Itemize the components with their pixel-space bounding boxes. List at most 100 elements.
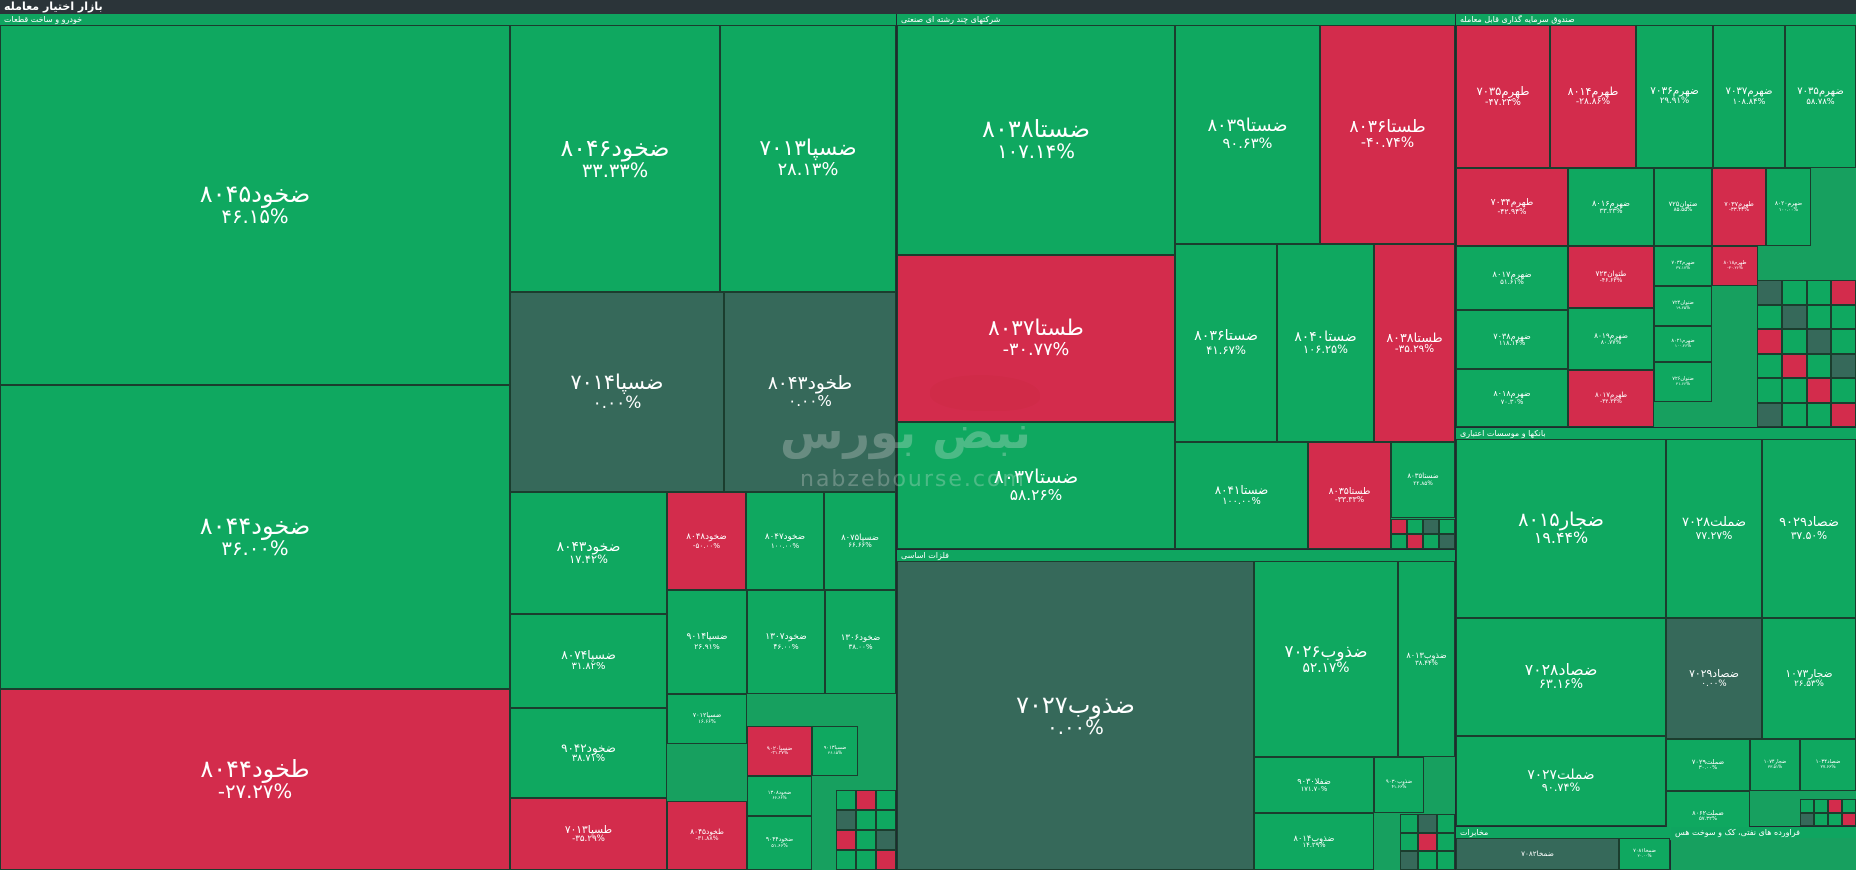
treemap-tile[interactable]: ضتوان۷۲۵ ۸۵.۵۵% <box>1654 168 1712 246</box>
treemap-tile[interactable]: ضهرم۷۰۳۷ ۱۰۸.۸۴% <box>1713 25 1785 168</box>
treemap-tile[interactable]: ضذوب۸۰۱۴ ۱۴.۲۹% <box>1254 813 1374 870</box>
treemap-tile[interactable]: ضخود۹۰۴۲ ۳۸.۷۱% <box>510 708 667 798</box>
treemap-tile[interactable]: طهرم۷۰۳۷ -۳۳.۳۳% <box>1712 168 1766 246</box>
treemap-tile[interactable]: طستا۸۰۳۶ -۴۰.۷۴% <box>1320 25 1455 244</box>
treemap-tile[interactable]: ضستا۸۰۳۹ ۹۰.۶۳% <box>1175 25 1320 244</box>
treemap-tile[interactable]: ضسپا۸۰۷۴ ۳۱.۸۲% <box>510 614 667 708</box>
treemap-tile[interactable]: ضهرم۸۰۱۸ ۷۰.۳۰% <box>1456 369 1568 427</box>
treemap-tile[interactable]: ضستا۸۰۳۷ ۵۸.۲۶% <box>897 422 1175 549</box>
treemap-tile[interactable]: ضسپا۷۰۱۳ ۲۸.۱۳% <box>720 25 896 292</box>
treemap-tile[interactable]: ضستا۸۰۴۰ ۱۰۶.۲۵% <box>1277 244 1374 442</box>
tile-symbol: ضخود۱۳۰۷ <box>765 632 807 643</box>
treemap-tile[interactable]: ضخود۹۰۴۴ ۵۱.۶۶% <box>747 816 812 870</box>
tile-symbol: ضصاد۱۰۳۴ <box>1815 758 1841 765</box>
treemap-tile[interactable]: ضفلا۹۰۳۰ ۱۷۱.۷۰% <box>1254 757 1374 813</box>
treemap-tile[interactable]: ضملت۷۰۲۸ ۷۷.۲۷% <box>1666 439 1762 618</box>
small-tile <box>1831 402 1856 427</box>
tile-symbol: ضملت۷۰۲۷ <box>1527 766 1595 783</box>
treemap-tile[interactable]: طستا۸۰۳۵ -۳۳.۳۳% <box>1308 442 1391 549</box>
treemap-tile[interactable]: ضسپا۹۰۲۰ -۲۱.۲۷% <box>747 726 812 776</box>
tile-change: ۶۶.۶۶% <box>848 540 872 549</box>
treemap-tile[interactable]: ضستا۸۰۴۱ ۱۰۰.۰۰% <box>1175 442 1308 549</box>
tile-symbol: ضملت۷۰۲۹ <box>1691 757 1725 766</box>
tile-change: ۷۰.۳۰% <box>1500 397 1524 406</box>
small-tile <box>1828 799 1842 813</box>
treemap-tile[interactable]: ضستا۸۰۳۸ ۱۰۷.۱۴% <box>897 25 1175 255</box>
treemap-tile[interactable]: ضهرم۸۰۲۱ ۱۰۰.۲۶% <box>1654 326 1712 362</box>
treemap-tile[interactable]: ضصاد۹۰۲۹ ۳۷.۵۰% <box>1762 439 1856 618</box>
treemap-tile[interactable]: ضخود۸۰۴۴ ۳۶.۰۰% <box>0 385 510 689</box>
treemap-tile[interactable]: ضهرم۷۰۳۵ ۵۸.۷۸% <box>1785 25 1856 168</box>
treemap-tile[interactable]: ضستا۸۰۳۶ ۴۱.۶۷% <box>1175 244 1277 442</box>
treemap-tile[interactable]: ضخود۸۰۴۷ ۱۰۰.۰۰% <box>746 492 824 590</box>
treemap-tile[interactable]: ضهرم۷۰۳۴ ۳۷.۱۷% <box>1654 246 1712 286</box>
treemap-tile[interactable]: ضصاد۱۰۳۴ ۲۷.۶۶% <box>1800 739 1856 791</box>
treemap-tile[interactable]: ضسپا۷۰۱۴ ۰.۰۰% <box>510 292 724 492</box>
treemap-tile[interactable]: ضخود۸۰۴۳ ۱۷.۴۲% <box>510 492 667 614</box>
tile-change: ۳۳.۳۳% <box>581 158 649 182</box>
tile-symbol: ضملت۷۰۲۸ <box>1681 514 1747 530</box>
tile-change: ۱۴.۲۹% <box>1302 841 1326 850</box>
treemap-tile[interactable]: ضذوب۷۰۲۶ ۵۲.۱۷% <box>1254 561 1398 757</box>
treemap-tile[interactable]: ضخود۱۳۰۸ ۶۶.۶۶% <box>747 776 812 816</box>
treemap-tile[interactable]: ضذوب۸۰۱۳ ۳۸.۴۴% <box>1398 561 1455 757</box>
treemap-tile[interactable]: ضسپا۹۰۱۳ ۴۶.۱۵% <box>812 726 858 776</box>
treemap-tile[interactable]: ضذوب۹۰۳۰ ۴۱.۶۶% <box>1374 757 1424 813</box>
treemap-tile[interactable]: ضجار۱۰۷۴ ۳۳.۵۱% <box>1750 739 1800 791</box>
tile-change: ۱۰۰.۰۰% <box>1778 206 1799 213</box>
treemap-tile[interactable]: طتوان۷۲۴ -۴۶.۶۳% <box>1568 246 1654 308</box>
treemap-tile[interactable]: ضخود۸۰۴۶ ۳۳.۳۳% <box>510 25 720 292</box>
small-tile <box>836 810 856 830</box>
treemap-tile[interactable]: طخود۸۰۴۴ -۲۷.۲۷% <box>0 689 510 870</box>
treemap-tile[interactable]: ضجار۱۰۷۳ ۲۶.۵۳% <box>1762 618 1856 739</box>
treemap-tile[interactable]: طهرم۸۰۱۸ -۳۰.۲۶% <box>1712 246 1758 286</box>
treemap-tile[interactable]: ضخود۱۳۰۷ ۴۶.۰۰% <box>747 590 825 694</box>
treemap-tile[interactable]: ضهرم۸۰۲۰ ۱۰۰.۰۰% <box>1766 168 1811 246</box>
treemap-tile[interactable]: ضملت۷۰۲۹ ۳۰.۰۰% <box>1666 739 1750 791</box>
treemap-tile[interactable]: ضتوان۷۲۶ ۴۱.۶۶% <box>1654 362 1712 402</box>
treemap-tile[interactable]: ضهرم۸۰۱۹ ۸۰.۷۷% <box>1568 308 1654 370</box>
treemap-tile[interactable]: طخود۸۰۴۵ -۳۱.۸۸% <box>667 801 747 870</box>
tile-change: ۲۶.۵۳% <box>1794 678 1824 689</box>
treemap-tile[interactable]: ضتوان۷۲۴ ۱۹.۲۵% <box>1654 286 1712 326</box>
treemap-tile[interactable]: طهرم۷۰۳۵ -۴۷.۲۳% <box>1456 25 1550 168</box>
tile-change: ۳۶.۰۰% <box>221 537 289 561</box>
tile-symbol: طتوان۷۲۴ <box>1595 269 1627 279</box>
tile-change: -۴۷.۲۳% <box>1485 96 1521 108</box>
treemap-tile[interactable]: ضذوب۷۰۲۷ ۰.۰۰% <box>897 561 1254 870</box>
small-tile <box>876 830 896 850</box>
treemap-tile[interactable]: ضصاد۷۰۲۸ ۶۳.۱۶% <box>1456 618 1666 736</box>
treemap-tile[interactable]: ضسپا۹۰۱۴ ۲۶.۹۱% <box>667 590 747 694</box>
treemap-tile[interactable]: ضخود۸۰۴۸ -۵۰.۰۰% <box>667 492 746 590</box>
treemap-tile[interactable]: ضصاد۷۰۲۹ ۰.۰۰% <box>1666 618 1762 739</box>
treemap-tile[interactable]: طسپا۷۰۱۳ -۳۵.۲۹% <box>510 798 667 870</box>
small-tile <box>1842 799 1856 813</box>
treemap-tile[interactable]: ضهرم۷۰۳۸ ۱۱۸.۱۴% <box>1456 310 1568 369</box>
treemap-tile[interactable]: طهرم۷۰۳۴ -۴۲.۹۴% <box>1456 168 1568 246</box>
treemap-tile[interactable]: ضخود۱۳۰۶ ۳۸.۰۰% <box>825 590 896 694</box>
treemap-tile[interactable]: طخود۸۰۴۳ ۰.۰۰% <box>724 292 896 492</box>
treemap-tile[interactable]: ضسپا۷۰۱۲ ۱۶.۶۶% <box>667 694 747 744</box>
tile-change: ۱۰۸.۸۴% <box>1732 96 1766 107</box>
tile-symbol: طهرم۷۰۳۷ <box>1724 199 1754 208</box>
treemap-tile[interactable]: طستا۸۰۳۷ -۳۰.۷۷% <box>897 255 1175 422</box>
treemap-tile[interactable]: ضمخا۷۰۸۱ ۲۰.۰۰% <box>1619 838 1670 870</box>
treemap-tile[interactable]: ضهرم۷۰۳۶ ۲۹.۹۱% <box>1636 25 1713 168</box>
small-tile <box>1800 799 1814 813</box>
treemap-tile[interactable]: ضهرم۸۰۱۶ ۳۳.۳۳% <box>1568 168 1654 246</box>
treemap-tile[interactable]: ضستا۸۰۳۵ ۲۲.۸۵% <box>1391 442 1455 518</box>
treemap-tile[interactable]: طهرم۸۰۱۷ -۳۴.۳۳% <box>1568 370 1654 427</box>
treemap-tile[interactable]: طهرم۸۰۱۴ -۲۸.۸۶% <box>1550 25 1636 168</box>
tile-symbol: ضستا۸۰۳۷ <box>993 466 1079 488</box>
treemap-tile[interactable]: ضخود۸۰۴۵ ۴۶.۱۵% <box>0 25 510 385</box>
treemap-tile[interactable]: طستا۸۰۳۸ -۳۵.۲۹% <box>1374 244 1455 442</box>
treemap-tile[interactable]: ضمخا۷۰۸۲ <box>1456 838 1619 870</box>
tile-change: -۴۶.۶۳% <box>1599 276 1623 284</box>
small-tile <box>1439 534 1455 549</box>
treemap-tile[interactable]: ضملت۷۰۲۷ ۹۰.۷۴% <box>1456 736 1666 826</box>
treemap-tile[interactable]: ضجار۸۰۱۵ ۱۹.۴۴% <box>1456 439 1666 618</box>
treemap-tile[interactable]: ضهرم۸۰۱۷ ۵۱.۶۱% <box>1456 246 1568 310</box>
tile-symbol: ضستا۸۰۳۸ <box>982 115 1090 144</box>
treemap-tile[interactable]: ضسپا۸۰۷۵ ۶۶.۶۶% <box>824 492 896 590</box>
